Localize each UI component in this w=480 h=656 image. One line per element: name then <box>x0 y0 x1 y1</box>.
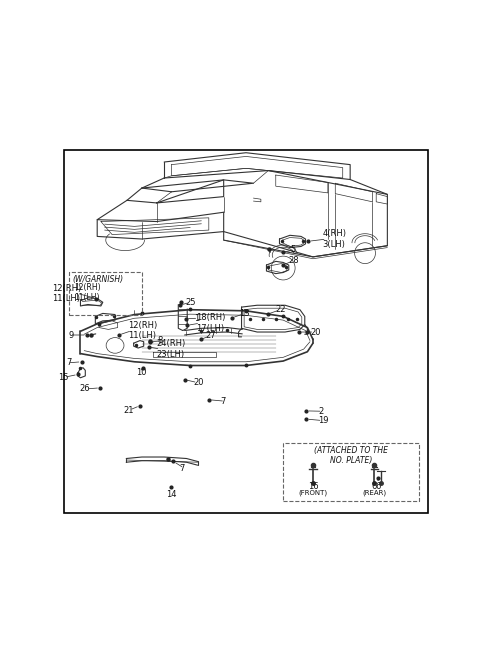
Text: 15: 15 <box>58 373 68 382</box>
Text: 14: 14 <box>166 490 176 499</box>
Text: 12(RH)
11(LH): 12(RH) 11(LH) <box>74 283 100 302</box>
Text: (REAR): (REAR) <box>362 490 386 497</box>
Text: 8: 8 <box>157 337 163 346</box>
Text: 21: 21 <box>123 405 133 415</box>
Text: 19: 19 <box>318 416 329 425</box>
Text: 12(RH)
11(LH): 12(RH) 11(LH) <box>52 283 82 303</box>
Text: 7: 7 <box>180 464 185 473</box>
Text: 4(RH)
3(LH): 4(RH) 3(LH) <box>322 230 346 249</box>
Text: 22: 22 <box>276 305 286 314</box>
Text: 28: 28 <box>289 256 300 265</box>
Text: 13: 13 <box>240 309 250 318</box>
Text: 16: 16 <box>308 482 318 491</box>
Text: 5: 5 <box>290 245 296 254</box>
Text: 10: 10 <box>136 369 146 377</box>
Text: 12(RH)
11(LH): 12(RH) 11(LH) <box>128 321 157 340</box>
Text: (W/GARNISH): (W/GARNISH) <box>72 275 123 284</box>
Text: 26: 26 <box>80 384 91 394</box>
Text: 25: 25 <box>186 298 196 307</box>
Text: 2: 2 <box>318 407 324 416</box>
Text: 20: 20 <box>310 327 321 337</box>
Text: (ATTACHED TO THE
NO. PLATE): (ATTACHED TO THE NO. PLATE) <box>314 446 388 465</box>
Text: 6: 6 <box>372 482 377 491</box>
Text: 27: 27 <box>206 331 216 340</box>
Text: 1: 1 <box>194 314 199 323</box>
Text: 6: 6 <box>375 482 381 491</box>
Text: 7: 7 <box>221 397 226 405</box>
Text: 9: 9 <box>69 331 74 340</box>
Text: 24(RH)
23(LH): 24(RH) 23(LH) <box>156 339 185 359</box>
Text: 18(RH)
17(LH): 18(RH) 17(LH) <box>196 314 225 333</box>
Text: (FRONT): (FRONT) <box>299 490 327 497</box>
Text: 7: 7 <box>67 358 72 367</box>
Text: 20: 20 <box>193 378 204 387</box>
